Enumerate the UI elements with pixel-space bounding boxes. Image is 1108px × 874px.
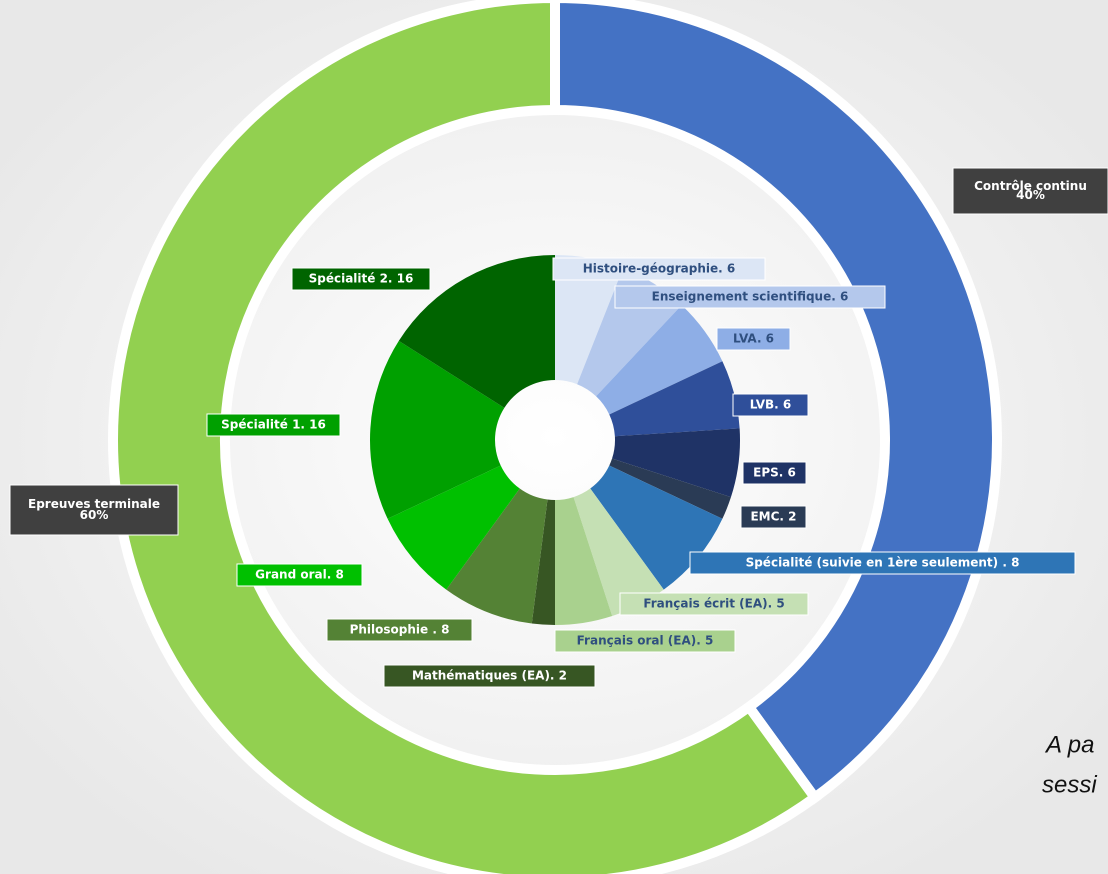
- inner-slice: [398, 255, 555, 408]
- label-text: Spécialité 2. 16: [309, 272, 414, 286]
- outer-slice: [108, 0, 822, 874]
- inner-slice: [555, 255, 624, 385]
- label-box: [291, 267, 431, 291]
- annotation: A pa: [1044, 731, 1094, 758]
- label-text: Français écrit (EA). 5: [643, 597, 784, 611]
- data-label: Enseignement scientifique. 6: [614, 285, 886, 309]
- label-box: [732, 393, 809, 417]
- label-text: Philosophie . 8: [350, 623, 450, 637]
- label-box: [206, 413, 341, 437]
- data-label: Spécialité 2. 16: [291, 267, 431, 291]
- label-box: [614, 285, 886, 309]
- label-box: [742, 461, 807, 485]
- inner-slice: [609, 361, 740, 437]
- data-label: Mathématiques (EA). 2: [383, 664, 596, 688]
- label-box: [236, 563, 363, 587]
- data-label: EMC. 2: [740, 505, 807, 529]
- label-text: Spécialité (suivie en 1ère seulement) . …: [746, 556, 1020, 570]
- label-text: EMC. 2: [750, 510, 796, 524]
- label-box: [9, 484, 179, 536]
- outer-slice: [550, 0, 1002, 805]
- data-label: Spécialité (suivie en 1ère seulement) . …: [689, 551, 1076, 575]
- inner-slice: [596, 305, 723, 415]
- label-box: [326, 618, 473, 642]
- label-text: Epreuves terminale: [28, 497, 160, 511]
- label-text: Mathématiques (EA). 2: [412, 669, 567, 683]
- inner-slice: [555, 497, 613, 625]
- label-box: [383, 664, 596, 688]
- label-text: Grand oral. 8: [255, 568, 344, 582]
- data-label: Histoire-géographie. 6: [552, 257, 766, 281]
- data-label: Français oral (EA). 5: [554, 629, 736, 653]
- annotation: sessi: [1042, 771, 1097, 798]
- label-text: Contrôle continu: [974, 179, 1087, 193]
- data-label: EPS. 6: [742, 461, 807, 485]
- label-box: [716, 327, 791, 351]
- label-box: [552, 257, 766, 281]
- label-text: Spécialité 1. 16: [221, 418, 326, 432]
- data-label: Français écrit (EA). 5: [619, 592, 809, 616]
- inner-slice: [446, 488, 548, 624]
- data-label: LVA. 6: [716, 327, 791, 351]
- label-box: [740, 505, 807, 529]
- inner-slice: [370, 340, 505, 519]
- data-label: Philosophie . 8: [326, 618, 473, 642]
- label-text: EPS. 6: [753, 466, 796, 480]
- inner-slice: [387, 465, 520, 590]
- label-box: [689, 551, 1076, 575]
- label-box: [554, 629, 736, 653]
- inner-slice: [612, 428, 740, 498]
- label-text: LVB. 6: [750, 398, 792, 412]
- data-label: Spécialité 1. 16: [206, 413, 341, 437]
- inner-slice: [609, 458, 731, 519]
- inner-slice: [531, 499, 555, 625]
- label-box: [952, 167, 1108, 215]
- label-text: Histoire-géographie. 6: [583, 262, 735, 276]
- label-text: 40%: [1016, 188, 1045, 202]
- data-label: Grand oral. 8: [236, 563, 363, 587]
- label-text: Français oral (EA). 5: [577, 634, 714, 648]
- data-label: LVB. 6: [732, 393, 809, 417]
- inner-slice: [573, 488, 664, 616]
- label-text: LVA. 6: [733, 332, 774, 346]
- label-text: 60%: [80, 508, 109, 522]
- label-box: [619, 592, 809, 616]
- inner-slice: [590, 465, 723, 590]
- label-text: Enseignement scientifique. 6: [652, 290, 849, 304]
